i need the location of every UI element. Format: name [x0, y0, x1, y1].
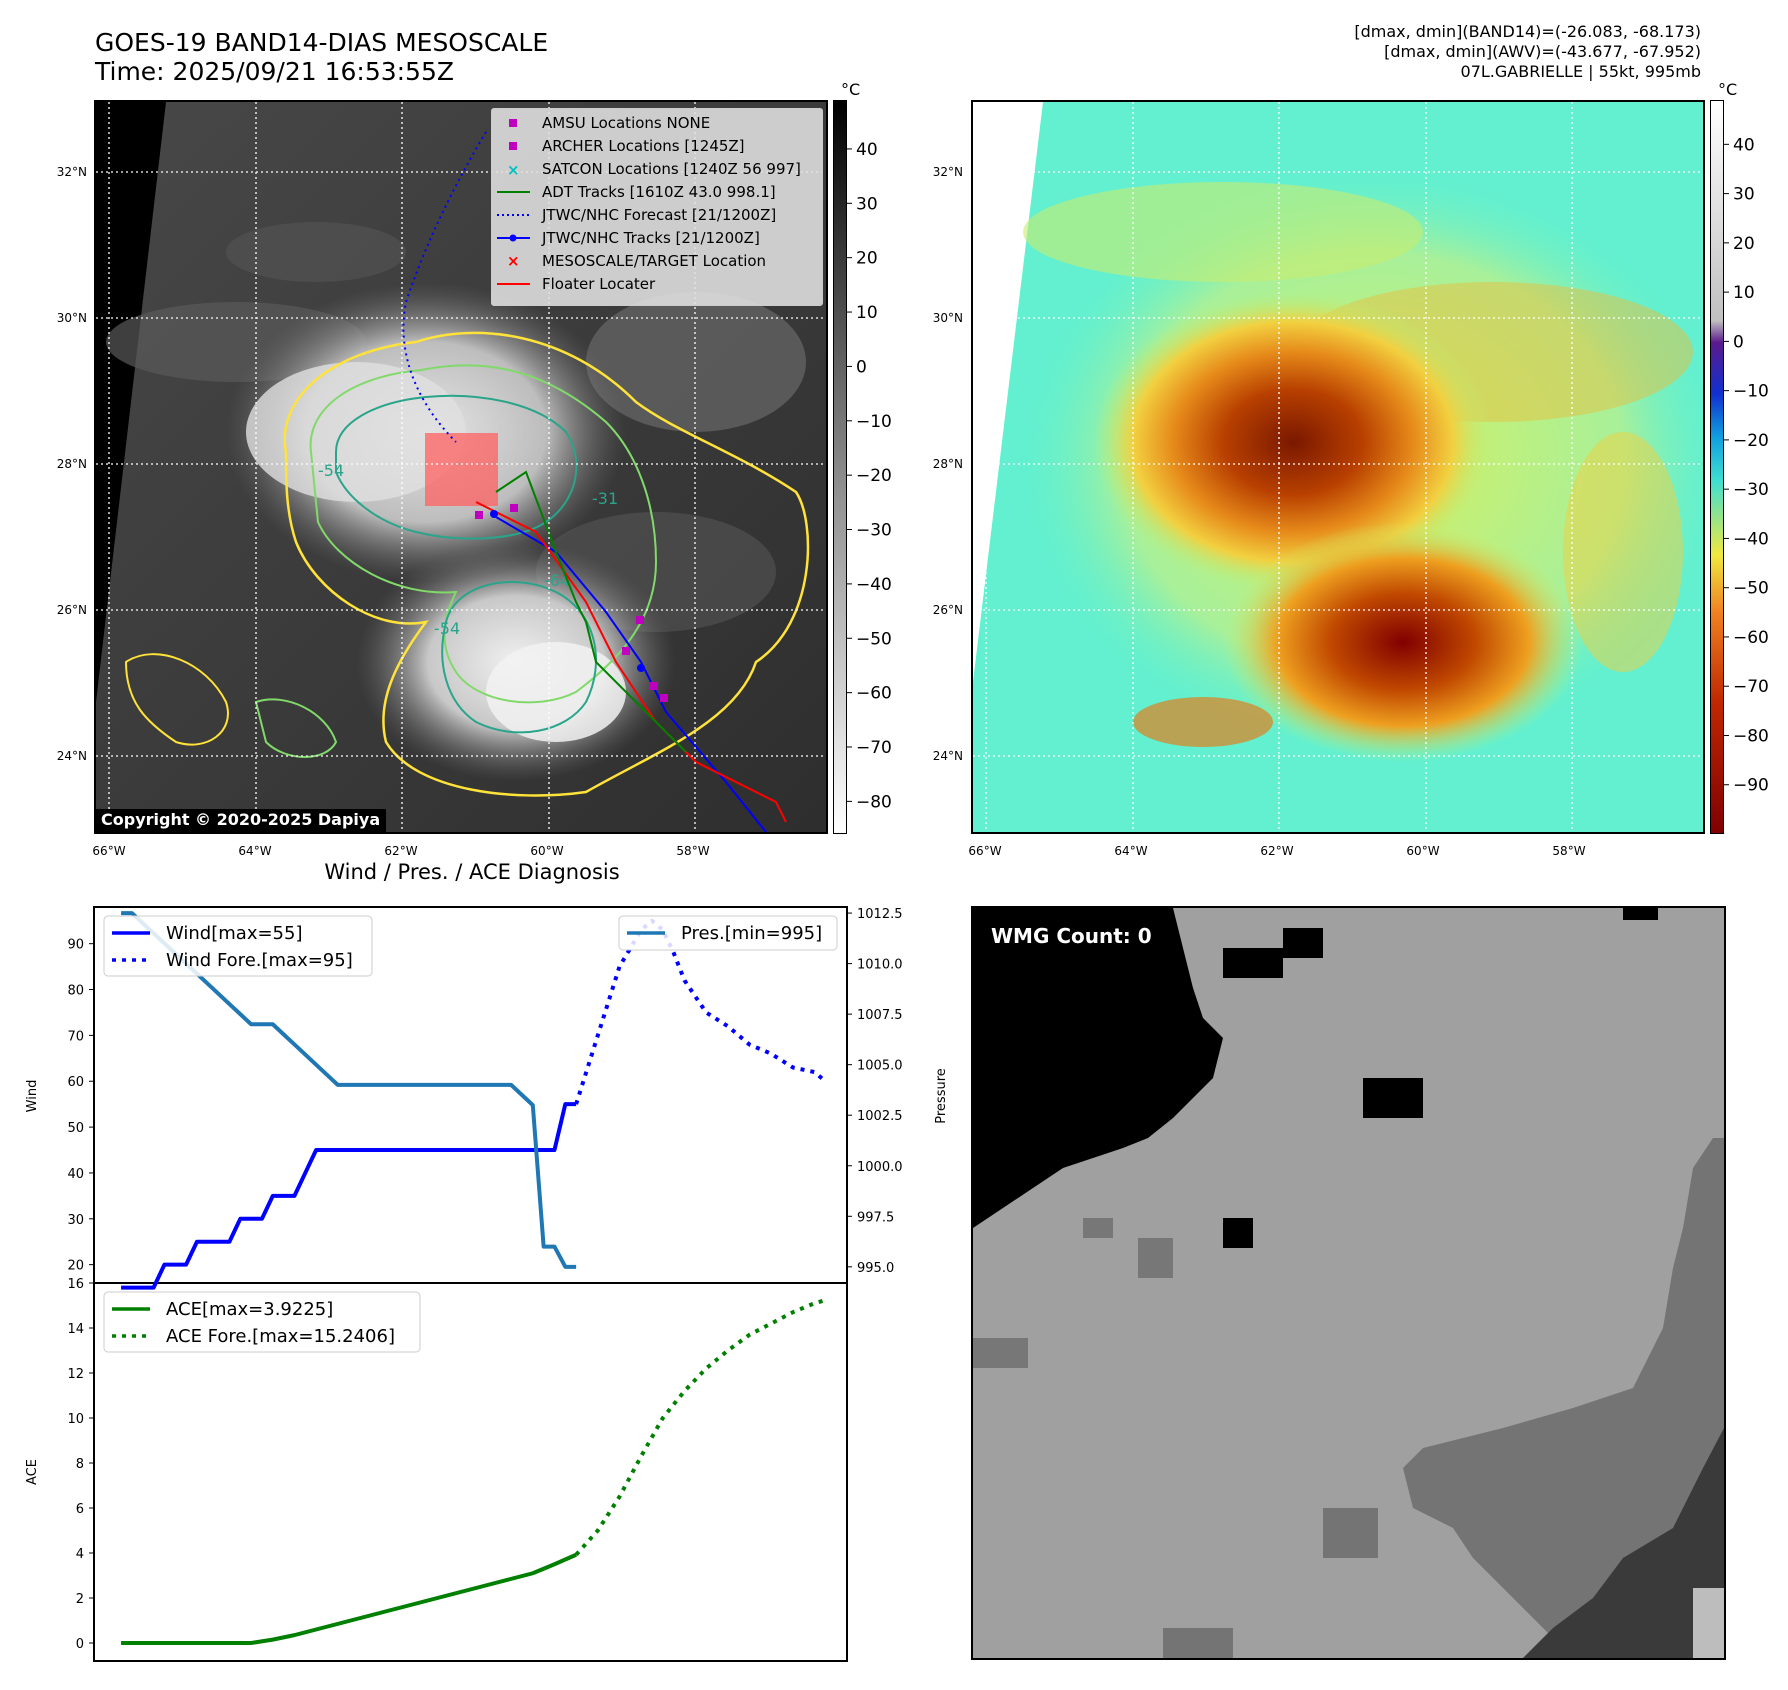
legend-floater: Floater Locater [542, 275, 656, 293]
ace-ytick-label: 10 [67, 1412, 84, 1427]
ir-legend-svg: AMSU Locations NONE ARCHER Locations [12… [497, 114, 801, 293]
wv-colorbar-unit: °C [1718, 80, 1738, 99]
contour-label-4: -54 [434, 619, 460, 638]
wind-ytick-label: 50 [67, 1121, 84, 1136]
wind-ytick-label: 30 [67, 1213, 84, 1228]
ir-satellite-panel: -54 -31 -64 -54 [94, 100, 828, 834]
ir-no-data-wedge [96, 102, 166, 702]
pressure-ytick-label: 1010.0 [857, 958, 903, 973]
pressure-ytick-label: 1005.0 [857, 1059, 903, 1074]
pressure-ytick-label: 1007.5 [857, 1008, 903, 1023]
ace-ytick-label: 2 [76, 1592, 84, 1607]
legend-target-marker: × [507, 252, 520, 270]
pressure-ytick-label: 1000.0 [857, 1160, 903, 1175]
info-line-1: [dmax, dmin](BAND14)=(-26.083, -68.173) [1354, 22, 1701, 41]
wmg-grey-region [1403, 1138, 1724, 1658]
legend-satcon: SATCON Locations [1240Z 56 997] [542, 160, 801, 178]
ace-legend-label: ACE[max=3.9225] [166, 1299, 333, 1320]
wind-axis-label: Wind [25, 1080, 40, 1113]
legend-archer-marker [509, 142, 517, 150]
ir-colorbar-unit: °C [841, 80, 861, 99]
legend-satcon-marker: × [507, 161, 520, 179]
pressure-ytick-label: 997.5 [857, 1210, 894, 1225]
wmg-black-region [973, 908, 1223, 1228]
ace-ytick-label: 16 [67, 1277, 84, 1292]
ace-legend: ACE[max=3.9225] ACE Fore.[max=15.2406] [103, 1291, 421, 1353]
wv-no-data-wedge [973, 102, 1043, 682]
ace-frame [93, 1282, 848, 1662]
wind-legend: Wind[max=55] Wind Fore.[max=95] [103, 915, 373, 977]
ace-ytick-label: 12 [67, 1367, 84, 1382]
wv-core-south [1223, 522, 1583, 762]
ace-ytick-label: 8 [76, 1457, 84, 1472]
wmg-dark-region [1523, 1428, 1724, 1658]
wind-ytick-label: 60 [67, 1075, 84, 1090]
ace-ytick-label: 0 [76, 1637, 84, 1652]
ace-ytick-label: 4 [76, 1547, 84, 1562]
legend-adt: ADT Tracks [1610Z 43.0 998.1] [542, 183, 776, 201]
wv-core-north [1093, 292, 1493, 592]
pressure-axis-label: Pressure [934, 1068, 949, 1124]
legend-target: MESOSCALE/TARGET Location [542, 252, 766, 270]
title-line-2: Time: 2025/09/21 16:53:55Z [95, 57, 454, 86]
pressure-legend-label: Pres.[min=995] [681, 923, 822, 944]
contour-label-3: -64 [544, 571, 570, 590]
wind-ytick-label: 70 [67, 1029, 84, 1044]
wind-forecast-series-line [574, 918, 827, 1105]
legend-tracks-dot [509, 234, 517, 242]
ace-series-line [121, 1552, 577, 1645]
pressure-ytick-label: 995.0 [857, 1261, 894, 1276]
wind-ytick-label: 40 [67, 1167, 84, 1182]
wv-satellite-panel [971, 100, 1705, 834]
contour-label-2: -31 [592, 489, 618, 508]
pressure-ytick-label: 1002.5 [857, 1109, 903, 1124]
legend-amsu-marker [509, 119, 517, 127]
wind-ytick-label: 90 [67, 938, 84, 953]
wind-legend-label: Wind[max=55] [166, 923, 303, 944]
wind-ytick-label: 80 [67, 984, 84, 999]
wv-grid [973, 102, 1703, 832]
wind-fore-legend-label: Wind Fore.[max=95] [166, 950, 353, 971]
info-line-2: [dmax, dmin](AWV)=(-43.677, -67.952) [1384, 42, 1701, 61]
pressure-ytick-label: 1012.5 [857, 907, 903, 922]
legend-tracks: JTWC/NHC Tracks [21/1200Z] [541, 229, 760, 247]
diagnosis-title: Wind / Pres. / ACE Diagnosis [324, 860, 620, 884]
chart-title: GOES-19 BAND14-DIAS MESOSCALE Time: 2025… [95, 28, 548, 86]
ir-colorbar [833, 100, 847, 834]
wind-ytick-label: 20 [67, 1259, 84, 1274]
legend-amsu: AMSU Locations NONE [542, 114, 710, 132]
wmg-panel: WMG Count: 0 [971, 906, 1726, 1660]
ir-legend: AMSU Locations NONE ARCHER Locations [12… [491, 108, 823, 306]
info-block: [dmax, dmin](BAND14)=(-26.083, -68.173) … [1101, 22, 1701, 82]
ace-forecast-series-line [574, 1298, 826, 1557]
floater-box [425, 433, 498, 506]
wv-colorbar [1710, 100, 1724, 834]
info-line-3: 07L.GABRIELLE | 55kt, 995mb [1460, 62, 1701, 81]
wmg-count-label: WMG Count: 0 [991, 924, 1152, 948]
contour-label-1: -54 [318, 461, 344, 480]
wmg-image-svg [973, 908, 1724, 1658]
ace-ytick-label: 6 [76, 1502, 84, 1517]
pressure-legend: Pres.[min=995] [618, 915, 838, 951]
ace-axis-label: ACE [25, 1459, 40, 1485]
legend-forecast: JTWC/NHC Forecast [21/1200Z] [541, 206, 776, 224]
ace-ytick-label: 14 [67, 1322, 84, 1337]
legend-archer: ARCHER Locations [1245Z] [542, 137, 745, 155]
wind-series-line [121, 1102, 577, 1290]
title-line-1: GOES-19 BAND14-DIAS MESOSCALE [95, 28, 549, 57]
wv-image-svg [973, 102, 1703, 832]
ace-fore-legend-label: ACE Fore.[max=15.2406] [166, 1326, 395, 1347]
copyright-badge: Copyright © 2020-2025 Dapiya [96, 809, 387, 832]
